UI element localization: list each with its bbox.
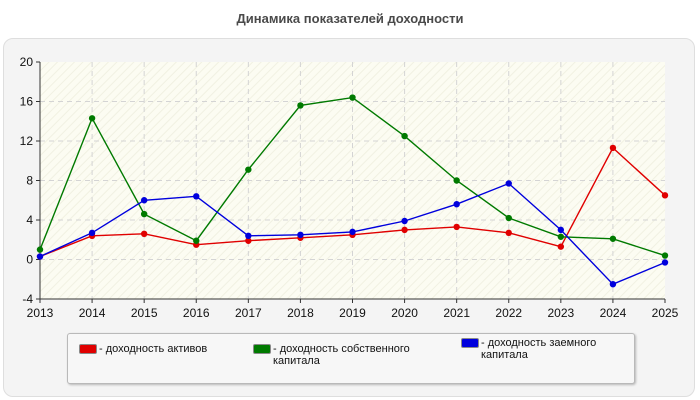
data-point-debt	[609, 280, 617, 288]
data-point-equity	[245, 166, 252, 173]
data-point-equity	[661, 252, 669, 259]
data-point-equity	[193, 237, 200, 244]
y-tick-label: 8	[26, 174, 33, 188]
legend-label-equity-line2: капитала	[273, 355, 320, 367]
x-tick-label: 2020	[391, 306, 418, 320]
legend-swatch-assets	[79, 344, 97, 354]
x-tick-label: 2021	[443, 306, 470, 320]
legend-label-equity-line1: - доходность собственного	[273, 343, 410, 355]
data-point-debt	[401, 217, 408, 225]
x-tick-label: 2013	[27, 306, 54, 320]
data-point-debt	[193, 193, 200, 200]
data-point-debt	[36, 253, 44, 260]
x-tick-label: 2017	[235, 306, 262, 320]
legend-swatch-equity	[253, 344, 271, 354]
x-tick-label: 2023	[547, 306, 574, 320]
x-tick-label: 2022	[495, 306, 522, 320]
legend: - доходность активов - доходность собств…	[67, 333, 635, 384]
y-tick-label: -4	[22, 292, 33, 306]
data-point-assets	[661, 192, 669, 199]
legend-label-assets-line1: - доходность активов	[99, 343, 208, 355]
legend-label-equity: - доходность собственного капитала	[273, 343, 410, 367]
data-point-assets	[453, 223, 460, 231]
data-point-debt	[661, 259, 669, 266]
data-point-equity	[36, 246, 44, 253]
legend-label-debt-line1: - доходность заемного	[481, 337, 597, 349]
legend-label-debt-line2: капитала	[481, 349, 528, 361]
x-tick-label: 2018	[287, 306, 314, 320]
data-point-debt	[505, 180, 512, 187]
x-tick-label: 2024	[600, 306, 627, 320]
y-tick-label: 4	[26, 213, 33, 227]
data-point-assets	[245, 237, 252, 244]
data-point-assets	[505, 229, 512, 237]
x-tick-label: 2015	[131, 306, 158, 320]
y-tick-label: 0	[26, 253, 33, 267]
data-point-equity	[505, 214, 512, 222]
x-tick-label: 2014	[79, 306, 106, 320]
data-point-debt	[349, 228, 356, 236]
data-point-equity	[609, 235, 617, 242]
data-point-equity	[349, 94, 356, 101]
data-point-equity	[88, 115, 96, 122]
data-point-equity	[453, 177, 460, 184]
x-tick-label: 2025	[652, 306, 679, 320]
y-tick-label: 20	[20, 55, 34, 69]
legend-label-debt: - доходность заемного капитала	[481, 337, 596, 361]
legend-swatch-debt	[461, 338, 479, 348]
data-point-assets	[401, 226, 408, 234]
series-lines	[36, 94, 669, 288]
data-point-assets	[609, 144, 617, 152]
x-tick-label: 2016	[183, 306, 210, 320]
data-point-debt	[453, 201, 460, 208]
data-point-equity	[140, 210, 148, 218]
data-point-equity	[401, 132, 408, 140]
data-point-equity	[297, 102, 304, 109]
legend-label-assets: - доходность активов	[99, 343, 207, 355]
data-point-assets	[140, 230, 148, 238]
data-point-equity	[557, 233, 565, 240]
chart-title: Динамика показателей доходности	[236, 11, 464, 26]
y-tick-label: 16	[20, 95, 34, 109]
data-point-debt	[88, 229, 96, 237]
data-point-debt	[245, 232, 252, 239]
data-point-assets	[557, 243, 565, 250]
x-tick-label: 2019	[339, 306, 366, 320]
data-point-debt	[140, 197, 148, 204]
y-tick-label: 12	[20, 134, 34, 148]
data-point-debt	[297, 231, 304, 239]
data-point-debt	[557, 226, 565, 234]
